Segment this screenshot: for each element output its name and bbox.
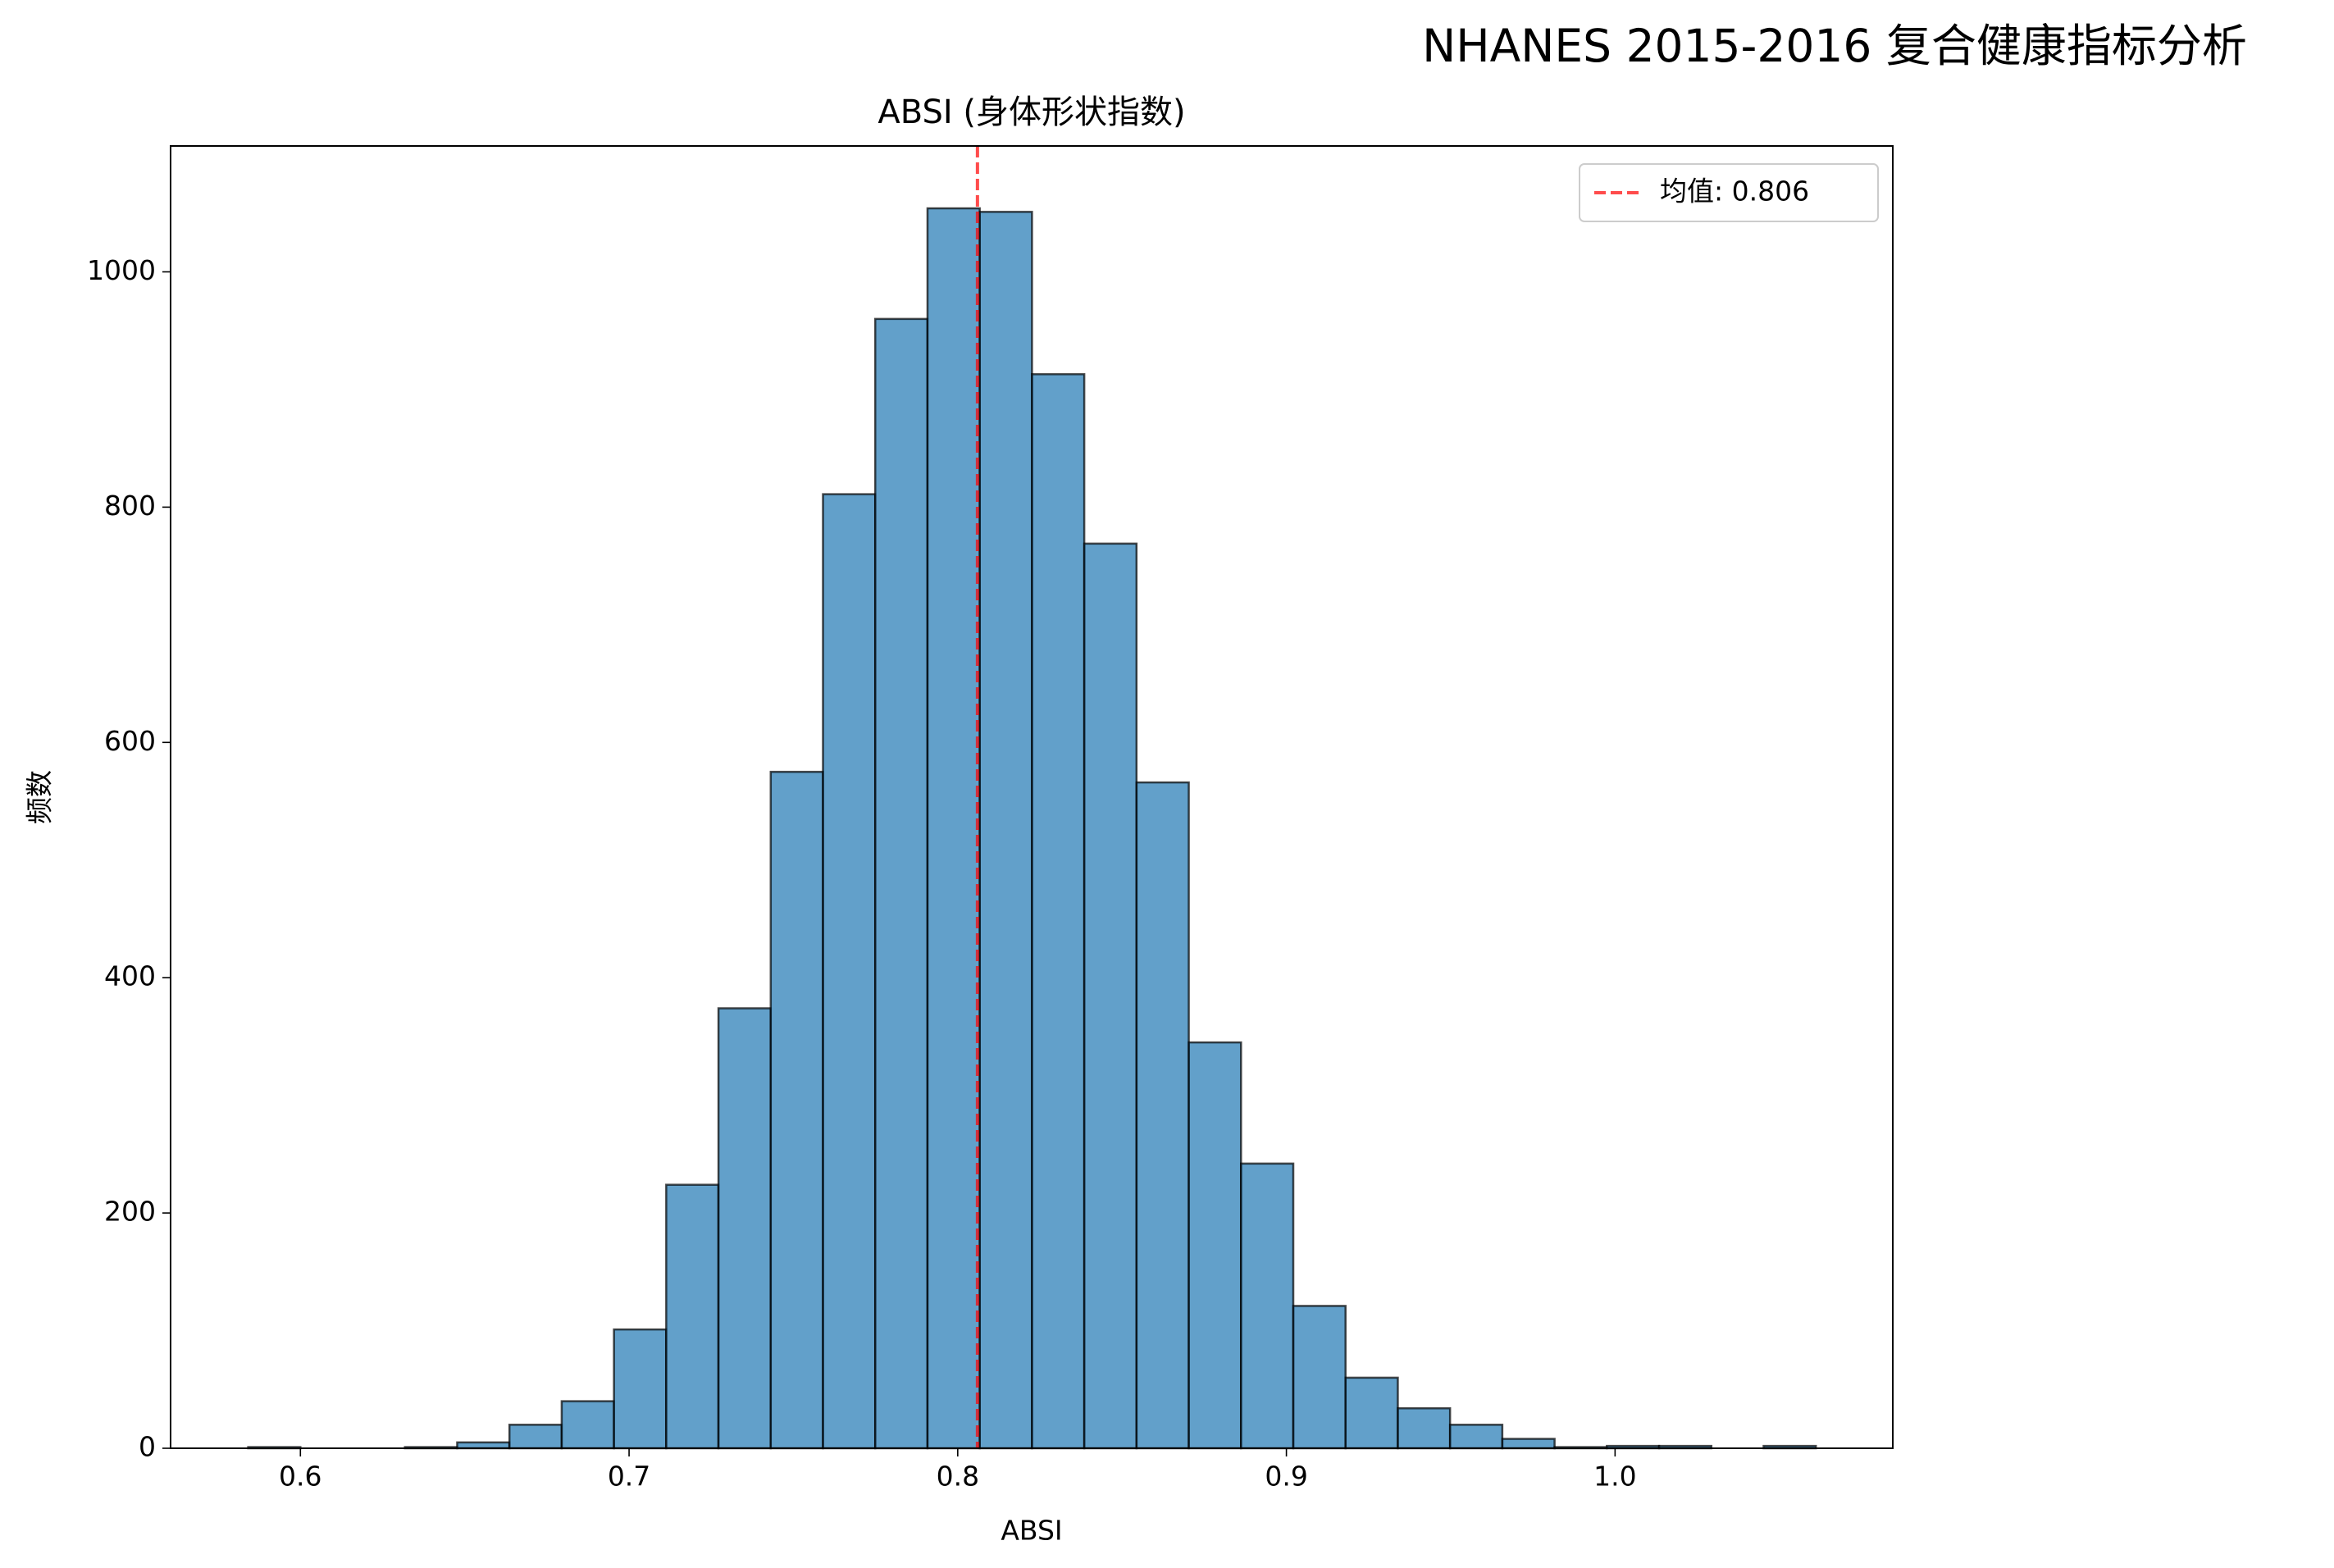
y-tick-label: 600: [104, 725, 156, 757]
y-axis-label: 频数: [24, 770, 56, 824]
bar: [1188, 1041, 1242, 1450]
bar: [717, 1007, 773, 1450]
chart-title: ABSI (身体形状指数): [878, 93, 1185, 131]
bar: [560, 1400, 615, 1450]
bar: [978, 211, 1033, 1450]
y-tick-label: 800: [104, 490, 156, 522]
bar: [508, 1424, 563, 1450]
bar: [1135, 781, 1190, 1450]
x-tick-label: 0.8: [937, 1461, 979, 1493]
y-tick-label: 0: [139, 1431, 156, 1463]
bar: [873, 317, 929, 1450]
bar: [1240, 1162, 1295, 1450]
x-tick-label: 1.0: [1593, 1461, 1636, 1493]
legend-label: 均值: 0.806: [1660, 175, 1809, 207]
bar: [1344, 1376, 1399, 1450]
y-tick-label: 400: [104, 960, 156, 992]
bar: [1031, 373, 1086, 1450]
bar: [1448, 1424, 1504, 1450]
bar: [665, 1183, 720, 1450]
y-tick-label: 200: [104, 1196, 156, 1228]
x-tick-label: 0.6: [279, 1461, 321, 1493]
y-tick-label: 1000: [87, 254, 156, 286]
x-axis-label: ABSI: [1001, 1515, 1062, 1547]
bar: [1501, 1438, 1556, 1450]
bar: [456, 1441, 511, 1450]
bar: [1292, 1305, 1347, 1450]
bar: [1083, 542, 1138, 1450]
x-tick-label: 0.9: [1265, 1461, 1307, 1493]
bar: [926, 207, 981, 1450]
legend-box: [1579, 163, 1879, 222]
suptitle: NHANES 2015-2016 复合健康指标分析: [1422, 20, 2247, 72]
bar: [769, 770, 824, 1450]
bar: [1397, 1406, 1452, 1450]
bar: [822, 493, 877, 1450]
axes-frame: [170, 145, 1894, 1449]
x-tick-label: 0.7: [608, 1461, 650, 1493]
bar: [613, 1328, 668, 1450]
